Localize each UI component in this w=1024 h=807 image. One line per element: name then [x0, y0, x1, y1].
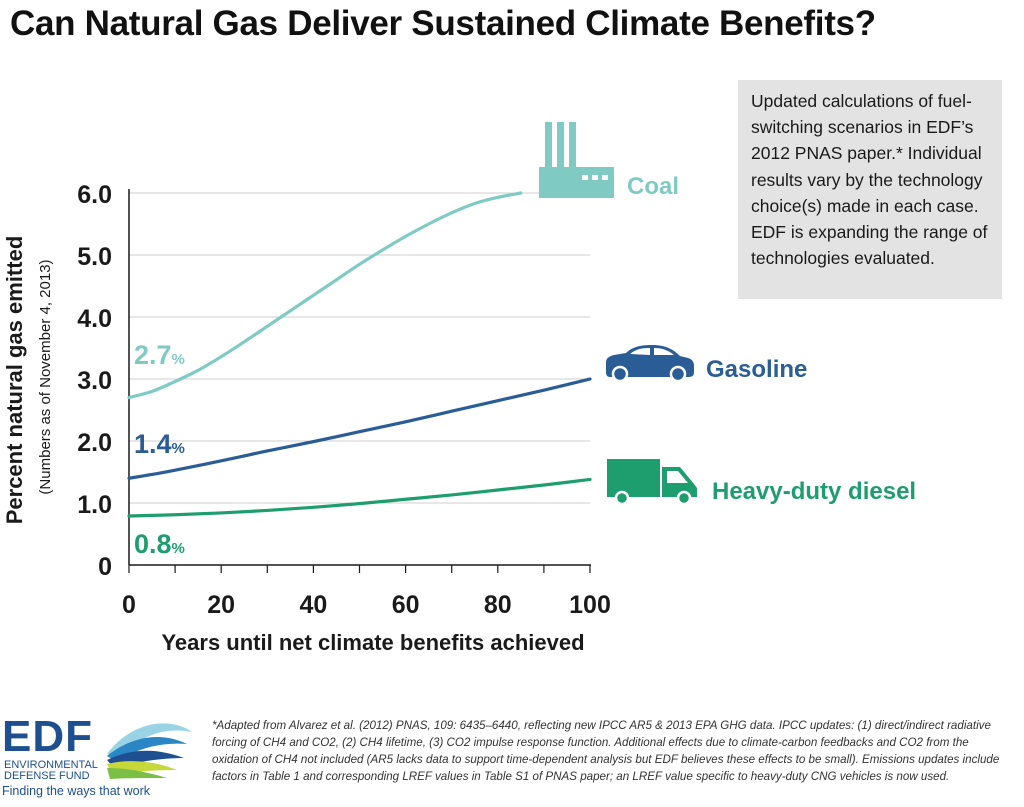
y-tick-label: 1.0	[77, 491, 112, 519]
y-tick-label: 0	[98, 553, 112, 581]
series-line-coal	[127, 191, 523, 400]
note-box: Updated calculations of fuel-switching s…	[738, 80, 1002, 299]
x-axis-label: Years until net climate benefits achieve…	[161, 630, 585, 655]
line-chart: 0 1.0 2.0 3.0 4.0 5.0 6.0 0 20 40 60 80 100 2.7% Coal 1…	[77, 122, 916, 619]
start-label-gasoline: 1.4%	[134, 429, 185, 459]
y-tick-label: 3.0	[77, 367, 112, 395]
x-tick-label: 40	[299, 591, 327, 619]
y-tick-label: 6.0	[77, 181, 112, 209]
footnote: *Adapted from Alvarez et al. (2012) PNAS…	[212, 719, 1000, 783]
edf-logo: EDF ENVIRONMENTAL DEFENSE FUND Finding t…	[2, 712, 202, 804]
factory-icon	[539, 122, 614, 198]
series-name-gasoline: Gasoline	[706, 356, 807, 383]
x-tick-label: 0	[122, 591, 136, 619]
x-tick-label: 80	[484, 591, 512, 619]
truck-icon	[607, 459, 697, 506]
y-tick-label: 5.0	[77, 243, 112, 271]
x-tick-label: 60	[392, 591, 420, 619]
logo-swoosh-icon	[107, 723, 192, 779]
chart-title: Can Natural Gas Deliver Sustained Climat…	[10, 4, 876, 43]
start-label-coal: 2.7%	[134, 340, 185, 370]
series-name-coal: Coal	[627, 173, 679, 200]
logo-tagline: Finding the ways that work	[2, 784, 150, 798]
logo-org-name: ENVIRONMENTAL DEFENSE FUND	[4, 759, 98, 782]
logo-letters: EDF	[2, 712, 93, 761]
y-tick-label: 2.0	[77, 429, 112, 457]
car-icon	[606, 345, 694, 383]
x-tick-label: 100	[569, 591, 611, 619]
y-tick-label: 4.0	[77, 305, 112, 333]
series-name-diesel: Heavy-duty diesel	[712, 478, 916, 505]
series-line-diesel	[127, 477, 592, 518]
x-tick-label: 20	[207, 591, 235, 619]
series-line-gasoline	[127, 377, 592, 480]
start-label-diesel: 0.8%	[134, 529, 185, 559]
